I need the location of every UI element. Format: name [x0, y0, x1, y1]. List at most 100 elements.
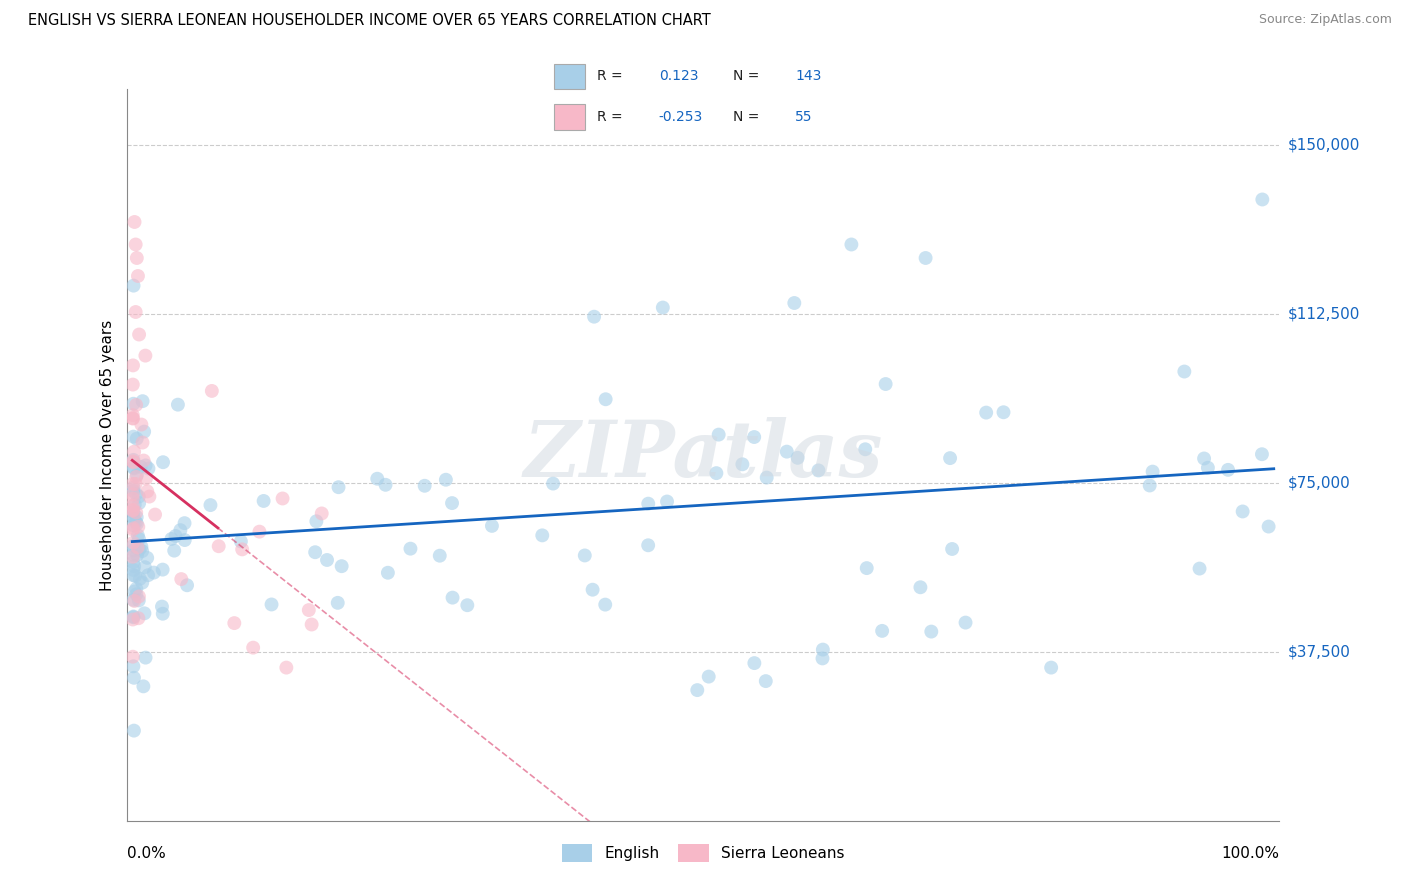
Point — [574, 549, 596, 563]
Point — [870, 624, 893, 638]
Point — [298, 603, 321, 617]
Point — [326, 596, 349, 610]
Point — [122, 563, 145, 577]
Point — [160, 532, 183, 546]
Point — [330, 559, 353, 574]
Point — [124, 584, 146, 599]
Point — [152, 563, 174, 577]
Point — [131, 544, 153, 558]
Point — [413, 479, 436, 493]
Point — [122, 539, 145, 553]
Point — [138, 490, 160, 504]
Point — [441, 496, 464, 510]
Point — [1197, 460, 1219, 475]
Point — [249, 524, 271, 539]
Point — [811, 642, 834, 657]
Point — [135, 458, 157, 473]
Point — [132, 679, 155, 693]
Point — [595, 392, 617, 407]
Point — [229, 534, 252, 549]
Point — [124, 215, 146, 229]
Point — [169, 523, 191, 537]
Point — [429, 549, 451, 563]
Point — [374, 477, 396, 491]
Point — [121, 408, 143, 422]
Point — [853, 442, 876, 457]
Point — [875, 377, 897, 392]
Point — [127, 611, 149, 625]
Text: -0.253: -0.253 — [659, 110, 703, 124]
Point — [811, 651, 834, 665]
Text: N =: N = — [733, 110, 759, 124]
Point — [176, 578, 198, 592]
Point — [200, 498, 222, 512]
Point — [128, 590, 150, 604]
Point — [135, 471, 157, 485]
Point — [377, 566, 399, 580]
Text: R =: R = — [598, 70, 623, 83]
Point — [167, 398, 190, 412]
Point — [121, 477, 143, 491]
Point — [122, 659, 145, 673]
Point — [129, 459, 152, 474]
Point — [224, 616, 246, 631]
Point — [125, 515, 148, 529]
Point — [131, 575, 153, 590]
Point — [955, 615, 977, 630]
Point — [127, 268, 149, 283]
Point — [121, 612, 143, 626]
Point — [121, 411, 143, 425]
Point — [993, 405, 1015, 419]
Point — [131, 540, 153, 554]
Point — [135, 650, 157, 665]
Point — [125, 505, 148, 519]
Point — [124, 477, 146, 491]
Point — [939, 451, 962, 466]
Point — [173, 516, 195, 530]
Point — [125, 470, 148, 484]
Point — [807, 463, 830, 477]
Point — [651, 301, 673, 315]
Point — [125, 587, 148, 601]
Point — [122, 518, 145, 533]
Y-axis label: Householder Income Over 65 years: Householder Income Over 65 years — [100, 319, 115, 591]
Point — [122, 548, 145, 562]
Point — [1216, 463, 1239, 477]
Point — [786, 450, 808, 465]
Point — [481, 519, 503, 533]
Point — [122, 503, 145, 517]
Point — [855, 561, 877, 575]
Point — [134, 607, 156, 621]
Point — [122, 429, 145, 443]
Point — [138, 461, 160, 475]
Point — [706, 466, 728, 480]
Point — [242, 640, 264, 655]
Point — [122, 461, 145, 475]
Point — [125, 582, 148, 596]
Text: 143: 143 — [794, 70, 821, 83]
Text: $150,000: $150,000 — [1288, 138, 1360, 153]
Point — [125, 487, 148, 501]
Point — [707, 427, 730, 442]
Point — [124, 305, 146, 319]
Point — [165, 529, 187, 543]
Point — [136, 568, 159, 582]
Text: $75,000: $75,000 — [1288, 475, 1351, 491]
Point — [122, 454, 145, 468]
Text: $112,500: $112,500 — [1288, 307, 1360, 322]
Point — [122, 512, 145, 526]
Point — [124, 498, 146, 512]
Point — [755, 674, 778, 689]
Point — [125, 432, 148, 446]
Point — [122, 444, 145, 458]
Point — [121, 487, 143, 501]
Point — [122, 397, 145, 411]
Point — [776, 444, 799, 458]
Point — [122, 521, 145, 535]
Point — [121, 523, 143, 537]
Point — [122, 543, 145, 558]
Point — [399, 541, 422, 556]
Point — [128, 593, 150, 607]
Point — [142, 566, 165, 580]
Point — [941, 541, 963, 556]
